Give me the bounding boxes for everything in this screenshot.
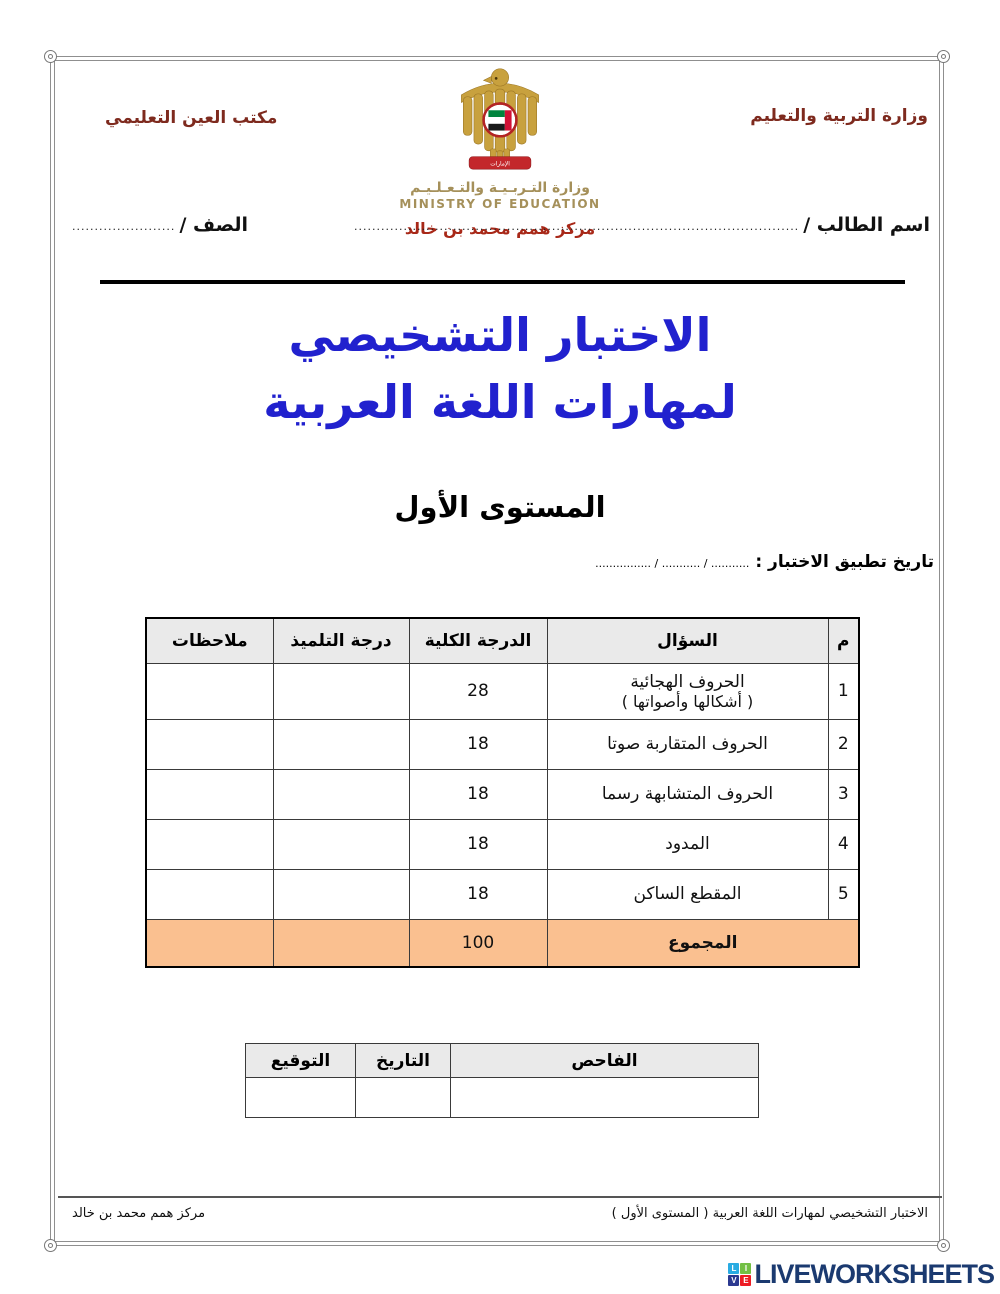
header-notes: ملاحظات <box>145 617 274 664</box>
notes-cell <box>145 818 274 870</box>
question-subtext: ( أشكالها وأصواتها ) <box>621 691 754 711</box>
title-line-1: الاختبار التشخيصي <box>288 308 712 362</box>
liveworksheets-wordmark: LIVEWORKSHEETS <box>754 1259 995 1289</box>
header-date: التاريخ <box>355 1043 451 1078</box>
student-score-cell <box>272 718 410 770</box>
table-row: 1 الحروف الهجائية ( أشكالها وأصواتها ) 2… <box>145 662 860 720</box>
question-text: الحروف الهجائية <box>630 671 745 692</box>
school-center-name: مركز همم محمد بن خالد <box>404 219 596 238</box>
corner-ornament-icon <box>44 50 57 63</box>
total-score-cell: 18 <box>408 768 548 820</box>
uae-falcon-emblem-icon: الإمارات <box>461 68 539 170</box>
notes-cell <box>145 662 274 720</box>
examiner-table-header-row: الفاحص التاريخ التوقيع <box>245 1043 759 1078</box>
header-total-score: الدرجة الكلية <box>408 617 548 664</box>
table-row: 4 المدود 18 <box>145 818 860 870</box>
ministry-emblem-block: الإمارات وزارة التـربـيـة والتـعـلـيـم M… <box>0 62 1000 238</box>
footer-left-text: مركز همم محمد بن خالد <box>72 1206 206 1221</box>
total-student-cell <box>272 918 410 968</box>
table-row: 5 المقطع الساكن 18 <box>145 868 860 920</box>
question-cell: الحروف المتشابهة رسما <box>546 768 829 820</box>
total-row: المجموع 100 <box>145 918 860 968</box>
ministry-name-top-right: وزارة التربية والتعليم <box>750 106 928 126</box>
question-cell: المقطع الساكن <box>546 868 829 920</box>
total-score-cell: 18 <box>408 868 548 920</box>
examiner-table-row <box>245 1077 759 1118</box>
page-title: الاختبار التشخيصي لمهارات اللغة العربية <box>0 302 1000 435</box>
level-title: المستوى الأول <box>394 490 606 524</box>
corner-ornament-icon <box>937 50 950 63</box>
row-number: 3 <box>827 768 860 820</box>
examiner-cell <box>450 1077 759 1118</box>
student-name-dotted-line: ........................................… <box>352 220 800 233</box>
question-cell: الحروف المتقاربة صوتا <box>546 718 829 770</box>
table-row: 3 الحروف المتشابهة رسما 18 <box>145 768 860 820</box>
title-line-2: لمهارات اللغة العربية <box>263 374 737 429</box>
header-question: السؤال <box>546 617 829 664</box>
question-cell: الحروف الهجائية ( أشكالها وأصواتها ) <box>546 662 829 720</box>
header-signature: التوقيع <box>245 1043 356 1078</box>
page-border-inner-line <box>54 60 940 1242</box>
date-cell <box>355 1077 451 1118</box>
total-score-cell: 28 <box>408 662 548 720</box>
logo-square-v: V <box>728 1275 740 1286</box>
student-name-label: اسم الطالب / <box>803 214 930 236</box>
student-score-cell <box>272 768 410 820</box>
notes-cell <box>145 768 274 820</box>
student-score-cell <box>272 662 410 720</box>
svg-text:الإمارات: الإمارات <box>490 161 510 167</box>
row-number: 5 <box>827 868 860 920</box>
ministry-name-arabic: وزارة التـربـيـة والتـعـلـيـم <box>410 180 590 196</box>
total-score-cell: 18 <box>408 718 548 770</box>
student-score-cell <box>272 868 410 920</box>
liveworksheets-logo[interactable]: L I V E LIVEWORKSHEETS <box>728 1259 995 1290</box>
signature-cell <box>245 1077 356 1118</box>
scores-table-header-row: م السؤال الدرجة الكلية درجة التلميذ ملاح… <box>145 617 860 664</box>
notes-cell <box>145 718 274 770</box>
corner-ornament-icon <box>937 1239 950 1252</box>
question-cell: المدود <box>546 818 829 870</box>
scores-table: م السؤال الدرجة الكلية درجة التلميذ ملاح… <box>145 617 860 968</box>
total-notes-cell <box>145 918 274 968</box>
class-dotted-line: ........................... <box>70 220 176 233</box>
page-border-frame <box>44 50 950 1252</box>
student-name-field: اسم الطالب / ...........................… <box>352 214 930 236</box>
header-examiner: الفاحص <box>450 1043 759 1078</box>
total-score-cell: 18 <box>408 818 548 870</box>
footer-divider <box>58 1196 942 1198</box>
test-date-dotted-line: ........... / ........... / ............… <box>595 557 750 570</box>
education-office-top-left: مكتب العين التعليمي <box>105 108 278 128</box>
logo-square-i: I <box>740 1263 752 1274</box>
corner-ornament-icon <box>44 1239 57 1252</box>
table-row: 2 الحروف المتقاربة صوتا 18 <box>145 718 860 770</box>
liveworksheets-grid-icon: L I V E <box>728 1263 752 1286</box>
examiner-table: الفاحص التاريخ التوقيع <box>245 1043 759 1118</box>
row-number: 4 <box>827 818 860 870</box>
logo-square-l: L <box>728 1263 740 1274</box>
student-info-line: اسم الطالب / ...........................… <box>70 214 930 236</box>
logo-square-e: E <box>740 1275 752 1286</box>
header-student-score: درجة التلميذ <box>272 617 410 664</box>
notes-cell <box>145 868 274 920</box>
footer: الاختبار التشخيصي لمهارات اللغة العربية … <box>72 1206 928 1221</box>
total-label-cell: المجموع <box>546 918 860 968</box>
student-score-cell <box>272 818 410 870</box>
row-number: 2 <box>827 718 860 770</box>
class-label: الصف / <box>179 214 248 236</box>
test-date-line: تاريخ تطبيق الاختبار : ........... / ...… <box>595 552 934 572</box>
class-field: الصف / ........................... <box>70 214 248 236</box>
header-num: م <box>827 617 860 664</box>
horizontal-divider <box>100 280 905 284</box>
ministry-name-english: MINISTRY OF EDUCATION <box>399 197 601 211</box>
test-date-label: تاريخ تطبيق الاختبار : <box>755 552 934 572</box>
row-number: 1 <box>827 662 860 720</box>
footer-right-text: الاختبار التشخيصي لمهارات اللغة العربية … <box>611 1206 928 1221</box>
total-value-cell: 100 <box>408 918 548 968</box>
